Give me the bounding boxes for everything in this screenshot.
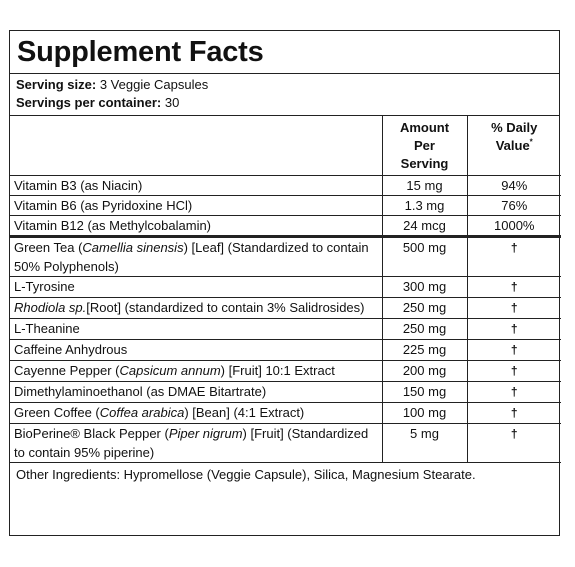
servings-per-container-value: 30 [164,95,180,110]
dagger-mark: † [510,280,518,294]
ingredient-latin-name: Piper nigrum [168,426,243,441]
dagger-mark: † [510,385,518,399]
ingredient-amount: 500 mg [381,236,468,277]
ingredient-amount: 150 mg [381,381,468,403]
ingredient-name: Rhodiola sp.[Root] (standardized to cont… [10,297,383,319]
ingredient-name-text: ) [Fruit] 10:1 Extract [220,363,335,378]
ingredient-name: Cayenne Pepper (Capsicum annum) [Fruit] … [10,360,383,382]
ingredient-name-text: [Root] (standardized to contain 3% Salid… [86,300,365,315]
ingredient-amount: 5 mg [381,423,468,463]
ingredient-row: Cayenne Pepper (Capsicum annum) [Fruit] … [10,360,561,382]
ingredient-latin-name: Capsicum annum [119,363,221,378]
ingredient-name: L-Theanine [10,318,383,340]
dagger-mark: † [510,301,518,315]
serving-info: Serving size: 3 Veggie Capsules Servings… [10,74,559,116]
vitamin-row: Vitamin B6 (as Pyridoxine HCl) 1.3 mg 76% [10,195,561,216]
ingredient-daily-value: † [466,276,561,298]
ingredient-amount: 250 mg [381,318,468,340]
vitamin-daily-value: 94% [466,175,561,196]
daily-value-asterisk: * [529,137,533,147]
servings-per-container-label: Servings per container: [16,95,162,110]
ingredient-name: Green Coffee (Coffea arabica) [Bean] (4:… [10,402,383,424]
amount-header-line: Amount [399,120,450,135]
ingredient-row: Rhodiola sp.[Root] (standardized to cont… [10,297,561,319]
ingredient-amount: 200 mg [381,360,468,382]
ingredient-row: L-Tyrosine 300 mg † [10,276,561,298]
ingredient-daily-value: † [466,402,561,424]
ingredient-row: Dimethylaminoethanol (as DMAE Bitartrate… [10,381,561,403]
dagger-mark: † [510,241,518,255]
ingredient-daily-value: † [466,339,561,361]
dagger-mark: † [510,406,518,420]
vitamin-row: Vitamin B3 (as Niacin) 15 mg 94% [10,175,561,196]
ingredient-daily-value: † [466,236,561,277]
ingredient-daily-value: † [466,297,561,319]
ingredient-name: L-Tyrosine [10,276,383,298]
ingredient-name-text: Green Coffee ( [14,405,100,420]
ingredient-name-text: BioPerine® Black Pepper ( [14,426,169,441]
ingredient-name-text: Green Tea ( [14,240,83,255]
ingredient-column-header [10,116,383,176]
daily-value-header-line: Value* [472,137,558,155]
ingredient-row: Caffeine Anhydrous 225 mg † [10,339,561,361]
daily-value-header-line: % Daily [491,120,538,135]
other-ingredients: Other Ingredients: Hypromellose (Veggie … [16,467,476,482]
dagger-mark: † [510,343,518,357]
ingredient-name-text: ) [Bean] (4:1 Extract) [184,405,305,420]
ingredient-name-text: ) [Fruit] (Standardized to contain 95% p… [14,426,369,460]
vitamin-name: Vitamin B6 (as Pyridoxine HCl) [10,195,383,216]
ingredient-row: Green Coffee (Coffea arabica) [Bean] (4:… [10,402,561,424]
ingredient-name-text: ) [Leaf] (Standardized to contain 50% Po… [14,240,369,274]
dagger-mark: † [510,364,518,378]
ingredient-amount: 300 mg [381,276,468,298]
ingredient-row: BioPerine® Black Pepper (Piper nigrum) [… [10,423,561,463]
vitamin-amount: 15 mg [381,175,468,196]
vitamin-name: Vitamin B12 (as Methylcobalamin) [10,215,383,238]
ingredient-latin-name: Coffea arabica [99,405,185,420]
serving-size-line: Serving size: 3 Veggie Capsules [16,76,559,94]
amount-header-line: Serving [400,156,449,171]
ingredient-amount: 250 mg [381,297,468,319]
ingredient-name-text: L-Tyrosine [14,279,75,294]
ingredient-name-text: L-Theanine [14,321,80,336]
ingredient-name-text: Cayenne Pepper ( [14,363,120,378]
nutrient-table-body: Amount Per Serving % Daily Value* Vitami… [10,116,561,463]
daily-value-header-text: Value [495,138,530,153]
ingredient-row: Green Tea (Camellia sinensis) [Leaf] (St… [10,236,561,277]
ingredient-daily-value: † [466,318,561,340]
ingredient-latin-name: Rhodiola sp. [14,300,87,315]
ingredient-daily-value: † [466,360,561,382]
ingredient-name: BioPerine® Black Pepper (Piper nigrum) [… [10,423,383,463]
table-header-row: Amount Per Serving % Daily Value* [10,116,561,176]
serving-size-label: Serving size: [16,77,97,92]
servings-per-container-line: Servings per container: 30 [16,94,559,112]
ingredient-name: Dimethylaminoethanol (as DMAE Bitartrate… [10,381,383,403]
vitamin-amount: 24 mcg [381,215,468,238]
supplement-facts-panel: Supplement Facts Serving size: 3 Veggie … [9,30,561,536]
ingredient-name: Green Tea (Camellia sinensis) [Leaf] (St… [10,236,383,277]
vitamin-daily-value: 76% [466,195,561,216]
amount-header-line: Per [414,138,435,153]
ingredient-daily-value: † [466,381,561,403]
dagger-mark: † [510,427,518,441]
daily-value-column-header: % Daily Value* [466,116,561,176]
vitamin-amount: 1.3 mg [381,195,468,216]
ingredient-row: L-Theanine 250 mg † [10,318,561,340]
nutrient-table: Amount Per Serving % Daily Value* Vitami… [10,116,561,463]
ingredient-amount: 225 mg [381,339,468,361]
ingredient-name-text: Caffeine Anhydrous [14,342,128,357]
ingredient-name: Caffeine Anhydrous [10,339,383,361]
ingredient-amount: 100 mg [381,402,468,424]
panel-title: Supplement Facts [10,31,559,74]
serving-size-value: 3 Veggie Capsules [99,77,209,92]
ingredient-daily-value: † [466,423,561,463]
ingredient-name-text: Dimethylaminoethanol (as DMAE Bitartrate… [14,384,267,399]
amount-column-header: Amount Per Serving [381,116,468,176]
vitamin-row: Vitamin B12 (as Methylcobalamin) 24 mcg 10… [10,215,561,238]
dagger-mark: † [510,322,518,336]
vitamin-daily-value: 1000% [466,215,561,238]
ingredient-latin-name: Camellia sinensis [82,240,184,255]
vitamin-name: Vitamin B3 (as Niacin) [10,175,383,196]
